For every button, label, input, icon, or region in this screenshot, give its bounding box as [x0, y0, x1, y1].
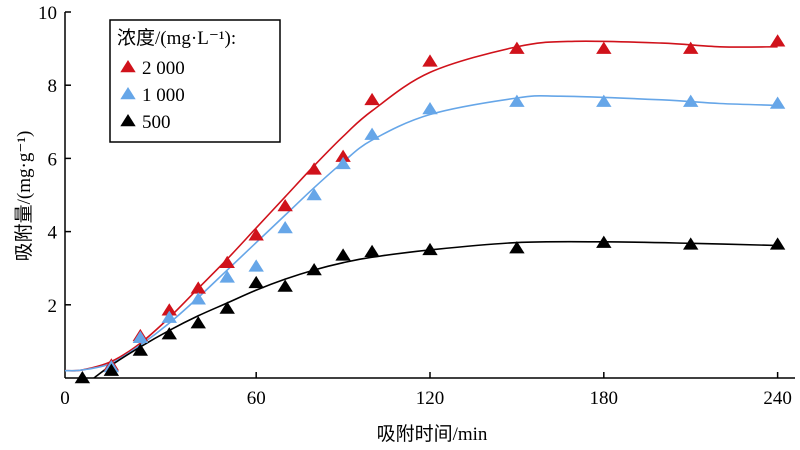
data-point [219, 301, 235, 314]
data-point [306, 188, 322, 201]
data-point [132, 330, 149, 343]
data-point [335, 149, 351, 162]
data-point [364, 92, 380, 106]
data-point [277, 279, 293, 292]
x-axis-label: 吸附时间/min [377, 423, 488, 445]
data-point [219, 255, 235, 268]
data-point [683, 41, 699, 54]
data-point [103, 363, 120, 376]
legend-box [109, 19, 281, 143]
data-point [509, 241, 525, 254]
data-point [422, 101, 438, 115]
data-point [769, 237, 786, 250]
legend-label: 500 [142, 112, 171, 133]
x-tick-label: 180 [590, 388, 619, 409]
data-point [509, 94, 525, 107]
y-tick-label: 8 [48, 76, 58, 97]
data-point [769, 34, 786, 47]
data-point [161, 327, 177, 340]
x-tick-label: 240 [763, 388, 792, 409]
data-point [219, 270, 235, 283]
fit-curve-500 [93, 240, 778, 379]
data-point [683, 237, 699, 250]
legend-marker [120, 87, 136, 100]
legend: 浓度/(mg·L⁻¹): 2 000 1 000 500 [109, 19, 281, 143]
y-tick-label: 4 [48, 223, 58, 244]
legend-label: 2 000 [142, 58, 185, 79]
legend-label: 1 000 [142, 85, 185, 106]
data-point [248, 259, 264, 272]
data-point [422, 242, 438, 256]
legend-marker [120, 60, 136, 73]
legend-title: 浓度/(mg·L⁻¹): [117, 27, 236, 49]
data-point [248, 228, 264, 241]
y-tick-label: 10 [38, 3, 57, 24]
data-point [306, 263, 322, 276]
y-tick-label: 6 [48, 149, 58, 170]
data-point [306, 162, 322, 175]
y-axis-label: 吸附量/(mg·g⁻¹) [13, 131, 35, 262]
data-point [335, 248, 351, 261]
x-tick-label: 0 [60, 388, 70, 409]
x-tick-label: 120 [416, 388, 445, 409]
data-point [683, 94, 699, 107]
data-point [190, 316, 206, 329]
data-point [509, 41, 525, 54]
legend-marker [120, 114, 136, 127]
data-point [190, 292, 206, 305]
data-point [248, 275, 264, 289]
data-point [422, 54, 438, 67]
data-point [596, 94, 612, 107]
data-point [364, 127, 380, 140]
data-point [190, 281, 206, 294]
data-point [161, 310, 177, 323]
data-point [769, 96, 786, 109]
data-point [335, 156, 351, 170]
data-point [364, 244, 380, 257]
data-point [277, 198, 293, 212]
y-tick-label: 2 [48, 296, 58, 317]
data-point [596, 41, 612, 54]
data-point [132, 343, 149, 356]
data-point [277, 220, 293, 234]
x-tick-label: 60 [247, 388, 266, 409]
data-point [161, 303, 177, 316]
data-point [596, 235, 612, 248]
data-point [74, 371, 91, 384]
